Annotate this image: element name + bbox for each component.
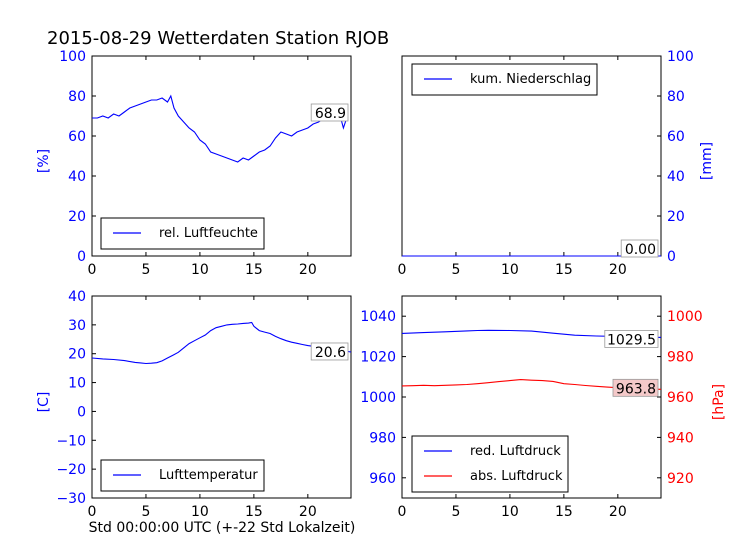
y-tick-label: 1000 <box>667 309 703 325</box>
y-tick-label: 10 <box>68 376 86 392</box>
y-tick-label: 20 <box>68 347 86 363</box>
value-annotation: 20.6 <box>315 345 346 361</box>
x-tick-label: 15 <box>245 262 263 278</box>
x-tick-label: 20 <box>299 262 317 278</box>
y-tick-label: 960 <box>667 390 694 406</box>
y-axis-label-right: [hPa] <box>711 384 727 420</box>
x-tick-label: 0 <box>88 504 97 520</box>
y-tick-label: 40 <box>68 169 86 185</box>
y-tick-label: 920 <box>667 471 694 487</box>
value-annotation: 68.9 <box>315 106 346 122</box>
legend-box <box>411 435 569 493</box>
y-tick-label: 60 <box>68 129 86 145</box>
y-tick-label: 80 <box>667 89 685 105</box>
x-tick-label: 20 <box>609 262 627 278</box>
axes-frame <box>91 295 352 499</box>
y-tick-label: 1020 <box>360 350 396 366</box>
y-tick-label: 960 <box>369 471 396 487</box>
y-tick-label: 980 <box>667 350 694 366</box>
figure-title: 2015-08-29 Wetterdaten Station RJOB <box>47 28 389 49</box>
x-tick-label: 0 <box>398 504 407 520</box>
y-tick-label: −20 <box>56 462 86 478</box>
legend-label: abs. Luftdruck <box>470 469 563 484</box>
x-tick-label: 15 <box>555 504 573 520</box>
value-annotation: 0.00 <box>625 242 656 258</box>
subplot-precip: 0 5 10 15 20 0 20 40 60 80 100 [mm] 0.00 kum. Nieders… <box>398 49 715 278</box>
y-tick-label: 30 <box>68 318 86 334</box>
y-axis-label: [mm] <box>699 142 715 180</box>
x-tick-label: 5 <box>141 504 150 520</box>
value-annotation-rel: 1029.5 <box>607 332 656 348</box>
x-tick-label: 10 <box>191 262 209 278</box>
y-tick-label: 980 <box>369 430 396 446</box>
value-annotation-rel-box <box>604 330 659 348</box>
legend-label: rel. Luftfeuchte <box>159 226 258 241</box>
y-tick-label: 40 <box>667 169 685 185</box>
x-axis-label: Std 00:00:00 UTC (+-22 Std Lokalzeit) <box>89 520 356 536</box>
y-axis-label: [%] <box>36 149 52 173</box>
y-tick-label: 0 <box>667 249 676 265</box>
y-tick-label: 60 <box>667 129 685 145</box>
x-tick-label: 15 <box>555 262 573 278</box>
subplot-humidity: 0 5 10 15 20 0 20 40 60 80 100 [%] 68.9 rel. Luftfeuc… <box>36 49 352 278</box>
x-tick-label: 15 <box>245 504 263 520</box>
subplot-temperature: 0 5 10 15 20 −30 −20 −10 0 10 20 30 40 [C] 20.6 Lufttem… <box>36 289 352 520</box>
y-tick-label: −30 <box>56 491 86 507</box>
x-tick-label: 5 <box>141 262 150 278</box>
x-tick-label: 0 <box>88 262 97 278</box>
subplot-pressure: 0 5 10 15 20 960 980 1000 1020 1040 920 940 960 980 10… <box>360 295 727 520</box>
x-tick-label: 10 <box>501 262 519 278</box>
value-annotation-abs-box <box>612 378 659 397</box>
legend-label: Lufttemperatur <box>159 468 258 483</box>
legend-label: kum. Niederschlag <box>470 72 591 87</box>
y-tick-label: −10 <box>56 433 86 449</box>
axes-frame <box>91 55 352 257</box>
y-tick-label: 1000 <box>360 390 396 406</box>
x-tick-label: 5 <box>451 504 460 520</box>
value-annotation-box <box>620 239 659 258</box>
y-tick-label: 80 <box>68 89 86 105</box>
legend-label: red. Luftdruck <box>470 444 561 459</box>
y-tick-label: 100 <box>667 49 694 65</box>
value-annotation-box <box>310 342 349 361</box>
y-axis-label: [C] <box>36 392 52 413</box>
x-tick-label: 10 <box>501 504 519 520</box>
y-tick-label: 20 <box>667 209 685 225</box>
legend-box <box>411 63 598 96</box>
x-tick-label: 20 <box>299 504 317 520</box>
y-tick-label: 1040 <box>360 309 396 325</box>
y-tick-label: 100 <box>59 49 86 65</box>
y-tick-label: 0 <box>77 249 86 265</box>
value-annotation-box <box>310 103 349 122</box>
series-line <box>92 94 348 163</box>
legend-box <box>100 217 265 250</box>
y-tick-label: 940 <box>667 430 694 446</box>
value-annotation-abs: 963.8 <box>616 381 656 397</box>
y-tick-label: 0 <box>77 404 86 420</box>
x-tick-label: 0 <box>398 262 407 278</box>
x-tick-label: 20 <box>609 504 627 520</box>
x-tick-label: 5 <box>451 262 460 278</box>
series-line <box>91 321 352 365</box>
x-tick-label: 10 <box>191 504 209 520</box>
y-tick-label: 20 <box>68 209 86 225</box>
y-tick-label: 40 <box>68 289 86 305</box>
